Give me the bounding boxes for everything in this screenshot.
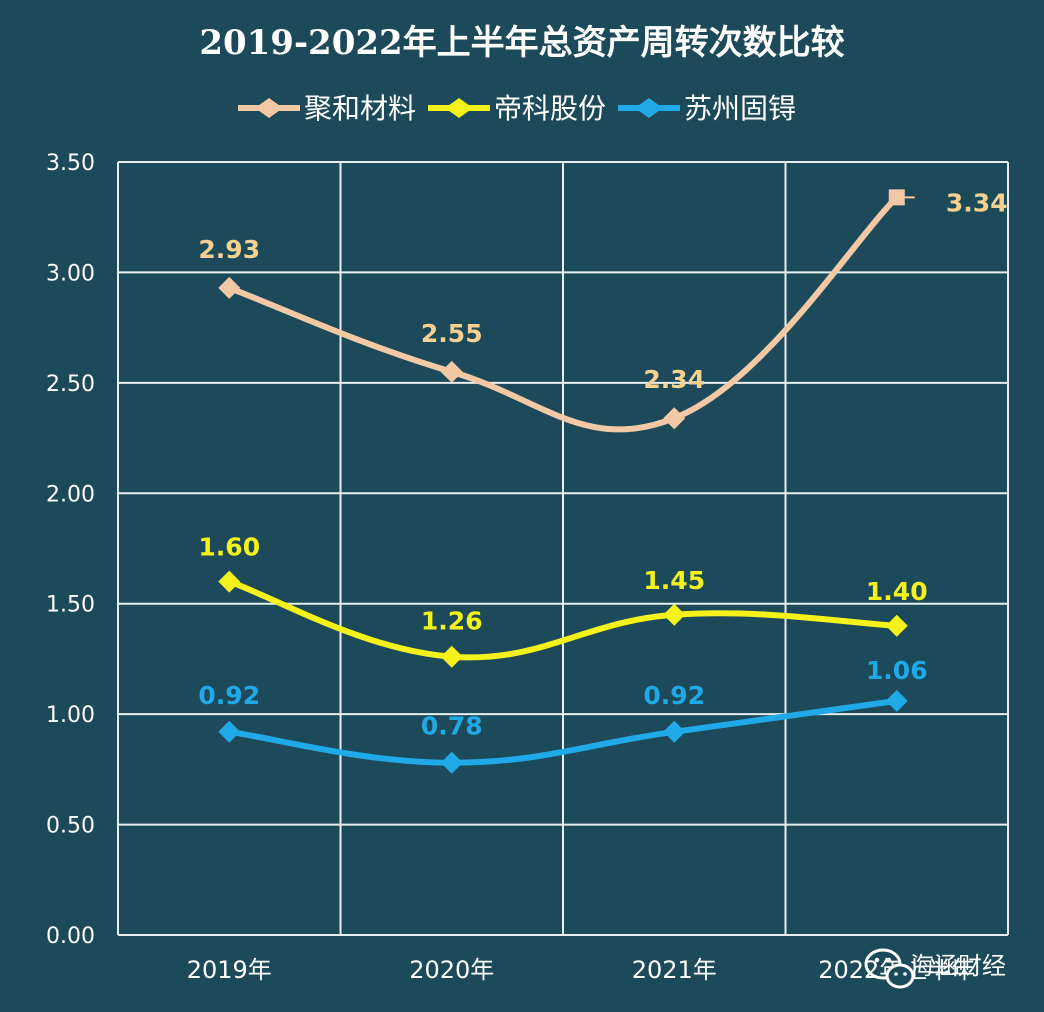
legend: 聚和材料 帝科股份 苏州固锝 — [238, 92, 796, 125]
x-tick-label: 2021年 — [632, 956, 717, 984]
data-point — [218, 570, 241, 593]
wechat-icon — [864, 948, 915, 989]
legend-item: 帝科股份 — [428, 92, 606, 125]
data-label: 1.26 — [421, 607, 483, 636]
data-point — [888, 189, 905, 206]
legend-label: 帝科股份 — [494, 92, 606, 125]
legend-marker — [445, 98, 473, 118]
y-axis: 0.00 0.50 1.00 1.50 2.00 2.50 3.00 3.50 — [46, 151, 95, 949]
series-line — [226, 697, 900, 766]
data-label: 2.55 — [421, 319, 483, 348]
data-label: 1.45 — [643, 566, 705, 595]
x-axis: 2019年2020年2021年2022年上半年 — [187, 956, 976, 984]
series-line — [226, 194, 900, 433]
data-point — [440, 751, 463, 774]
data-label: 1.06 — [866, 656, 928, 685]
legend-item: 聚和材料 — [238, 92, 416, 125]
data-point — [440, 645, 463, 668]
y-tick-label: 0.00 — [46, 924, 95, 949]
y-tick-label: 1.50 — [46, 593, 95, 618]
series-group — [218, 189, 915, 774]
data-point — [218, 720, 241, 743]
data-point — [663, 407, 686, 430]
legend-item: 苏州固锝 — [618, 92, 796, 125]
y-tick-label: 2.00 — [46, 482, 95, 507]
data-point — [440, 360, 463, 383]
data-label: 2.93 — [198, 235, 260, 264]
data-point — [218, 276, 241, 299]
x-tick-label: 2019年 — [187, 956, 272, 984]
grid — [117, 161, 1009, 936]
x-tick-label: 2020年 — [409, 956, 494, 984]
data-label: 0.78 — [421, 712, 483, 741]
y-tick-label: 0.50 — [46, 814, 95, 839]
data-point — [885, 614, 908, 637]
data-label: 3.34 — [946, 188, 1008, 217]
legend-marker — [635, 98, 663, 118]
data-label: 2.34 — [643, 365, 705, 394]
legend-label: 苏州固锝 — [684, 92, 796, 125]
legend-marker — [255, 98, 283, 118]
data-label: 0.92 — [198, 681, 260, 710]
watermark: 海涵财经 — [864, 948, 1006, 989]
data-point — [885, 689, 908, 712]
data-point — [663, 720, 686, 743]
data-label: 0.92 — [643, 681, 705, 710]
series-line — [226, 578, 900, 661]
data-labels: 2.93 2.55 2.34 3.34 1.60 1.26 1.45 1.40 0.92 0.78… — [198, 188, 1007, 740]
watermark-text: 海涵财经 — [910, 952, 1006, 980]
y-tick-label: 1.00 — [46, 703, 95, 728]
data-label: 1.60 — [198, 533, 260, 562]
y-tick-label: 3.00 — [46, 261, 95, 286]
data-point — [663, 603, 686, 626]
y-tick-label: 2.50 — [46, 372, 95, 397]
legend-label: 聚和材料 — [304, 92, 416, 125]
y-tick-label: 3.50 — [46, 151, 95, 176]
data-label: 1.40 — [866, 577, 928, 606]
chart-title: 2019-2022年上半年总资产周转次数比较 — [199, 23, 844, 63]
